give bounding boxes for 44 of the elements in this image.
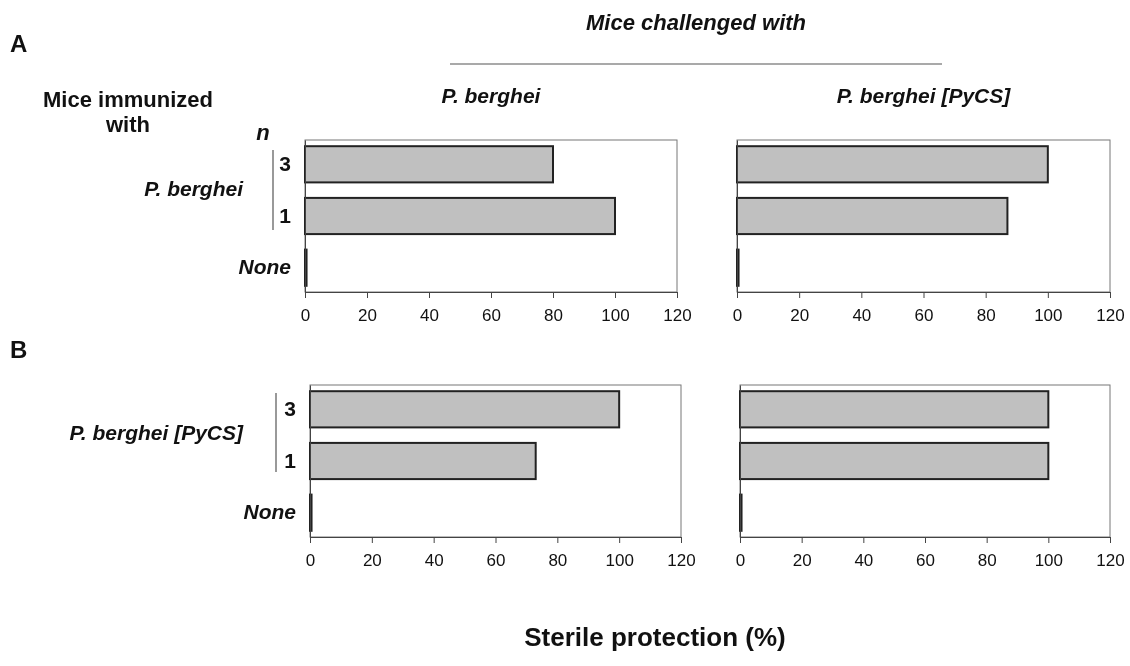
x-tick-label: 100 xyxy=(1034,551,1064,571)
x-tick-label: 120 xyxy=(1096,551,1125,571)
x-tick-label: 20 xyxy=(358,306,377,326)
x-tick-label: 40 xyxy=(420,306,439,326)
x-tick-label: 120 xyxy=(667,551,696,571)
x-tick-label: 40 xyxy=(852,306,872,326)
x-tick-label: 80 xyxy=(976,306,996,326)
y-tick-label: None xyxy=(238,255,292,279)
chart-title: P. berghei xyxy=(441,84,542,107)
x-tick-label: 60 xyxy=(914,306,934,326)
text: P. berghei [PyCS] xyxy=(69,421,244,444)
x-tick-label: 0 xyxy=(300,306,311,326)
x-tick-label: 20 xyxy=(362,551,382,571)
x-tick-label: 80 xyxy=(544,306,563,326)
chart-title: P. berghei [PyCS] xyxy=(836,84,1012,107)
x-tick-label: 0 xyxy=(732,306,743,326)
x-tick-label: 40 xyxy=(854,551,874,571)
y-tick-label: 3 xyxy=(284,397,296,421)
x-tick-label: 120 xyxy=(1096,306,1125,326)
x-tick-label: 60 xyxy=(486,551,506,571)
y-tick-label: 1 xyxy=(284,448,297,472)
text: P. berghei xyxy=(144,177,245,200)
x-tick-label: 80 xyxy=(548,551,568,571)
text: B xyxy=(10,336,28,363)
y-tick-label: 3 xyxy=(279,152,291,176)
text: Sterile protection (%) xyxy=(524,622,786,652)
x-tick-label: 20 xyxy=(792,551,812,571)
y-tick-label: None xyxy=(243,500,297,524)
x-tick-label: 100 xyxy=(605,551,634,571)
x-tick-label: 100 xyxy=(1034,306,1063,326)
x-tick-label: 20 xyxy=(790,306,810,326)
x-tick-label: 0 xyxy=(305,551,316,571)
x-tick-label: 120 xyxy=(663,306,692,326)
x-tick-label: 0 xyxy=(735,551,746,571)
text: n xyxy=(256,120,270,145)
x-tick-label: 40 xyxy=(424,551,444,571)
x-tick-label: 60 xyxy=(916,551,935,571)
text: Mice challenged with xyxy=(585,10,807,35)
x-tick-label: 100 xyxy=(601,306,630,326)
x-tick-label: 80 xyxy=(977,551,997,571)
text: Mice immunized with xyxy=(43,87,213,138)
text: A xyxy=(10,30,28,57)
x-tick-label: 60 xyxy=(482,306,501,326)
y-tick-label: 1 xyxy=(279,203,292,227)
